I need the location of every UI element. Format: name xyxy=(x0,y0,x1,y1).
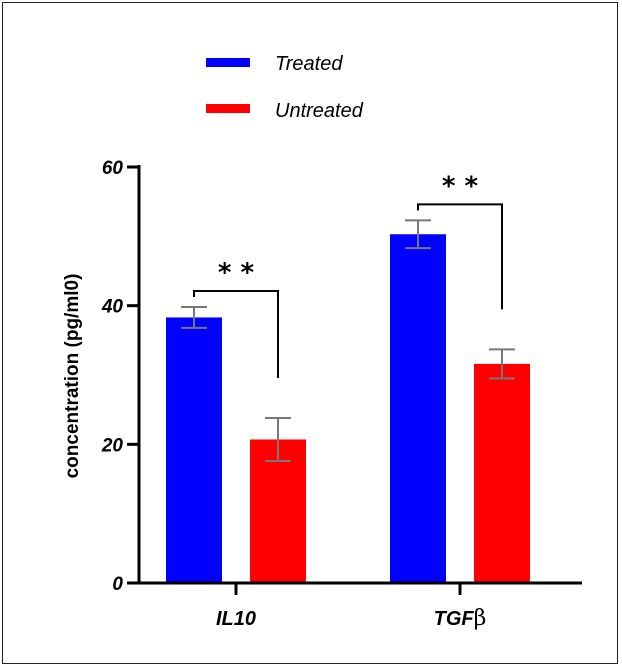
legend: Treated Untreated xyxy=(206,53,364,122)
bar-untreated-il10 xyxy=(250,439,306,583)
error-bar-treated-tgf xyxy=(405,219,431,250)
legend-label-untreated: Untreated xyxy=(275,100,364,122)
significance-bracket-tgf xyxy=(417,203,503,310)
error-bar-treated-il10 xyxy=(181,306,207,329)
legend-swatch-untreated xyxy=(206,104,250,113)
y-axis-label: concentration (pg/ml0) xyxy=(62,274,83,479)
y-tick-label-20: 20 xyxy=(101,435,124,456)
significance-label-il10: * * xyxy=(218,258,255,288)
y-tick-label-60: 60 xyxy=(102,158,124,179)
bar-treated-il10 xyxy=(166,317,222,583)
x-tick-label-il10: IL10 xyxy=(216,608,256,630)
x-tick-label-tgf: TGFβ xyxy=(434,606,487,631)
error-bar-untreated-il10 xyxy=(265,416,291,462)
legend-swatch-treated xyxy=(206,58,250,67)
y-tick-label-40: 40 xyxy=(101,297,124,318)
legend-label-treated: Treated xyxy=(275,53,343,75)
y-tick-label-0: 0 xyxy=(112,574,123,595)
error-bar-untreated-tgf xyxy=(489,348,515,380)
significance-label-tgf: * * xyxy=(442,171,479,201)
significance-bracket-il10 xyxy=(193,290,279,378)
bar-treated-tgf xyxy=(390,234,446,583)
bar-untreated-tgf xyxy=(474,363,530,583)
